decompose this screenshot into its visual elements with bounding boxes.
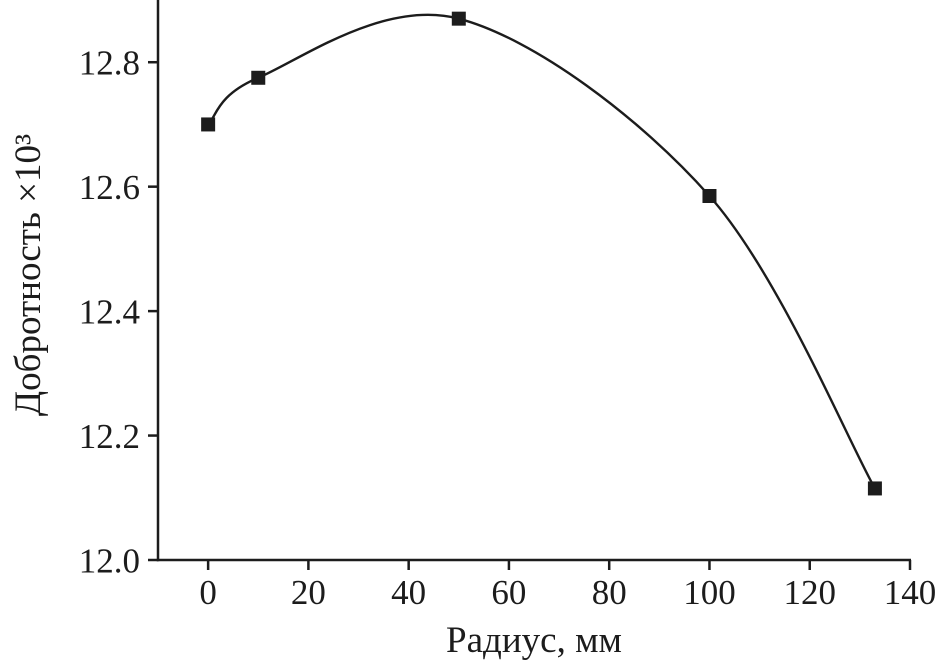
x-tick-label: 80 xyxy=(592,573,627,612)
plot-area xyxy=(201,11,882,496)
x-tick-label: 20 xyxy=(291,573,326,612)
data-point-marker xyxy=(867,481,882,496)
y-tick-label: 12.0 xyxy=(79,541,140,580)
data-series-curve xyxy=(206,13,877,490)
y-tick-label: 12.2 xyxy=(79,417,140,456)
y-tick-label: 12.8 xyxy=(79,43,140,82)
y-tick-label: 12.4 xyxy=(79,292,140,331)
data-point-marker xyxy=(201,117,216,132)
x-axis-label: Радиус, мм xyxy=(446,620,622,661)
x-tick-label: 120 xyxy=(783,573,836,612)
axis-ticks: 0 20 40 60 80 100 120 140 12.0 12.2 12.4 12.6 12.8 xyxy=(79,43,935,612)
x-tick-label: 40 xyxy=(391,573,426,612)
x-tick-label: 100 xyxy=(683,573,736,612)
x-tick-label: 60 xyxy=(491,573,526,612)
data-point-marker xyxy=(251,70,266,85)
x-tick-label: 0 xyxy=(199,573,217,612)
data-point-marker xyxy=(702,189,717,203)
data-point-marker xyxy=(451,11,466,26)
y-axis-label: Добротность ×10³ xyxy=(8,134,49,416)
y-tick-label: 12.6 xyxy=(79,168,140,207)
x-tick-label: 140 xyxy=(884,573,935,612)
